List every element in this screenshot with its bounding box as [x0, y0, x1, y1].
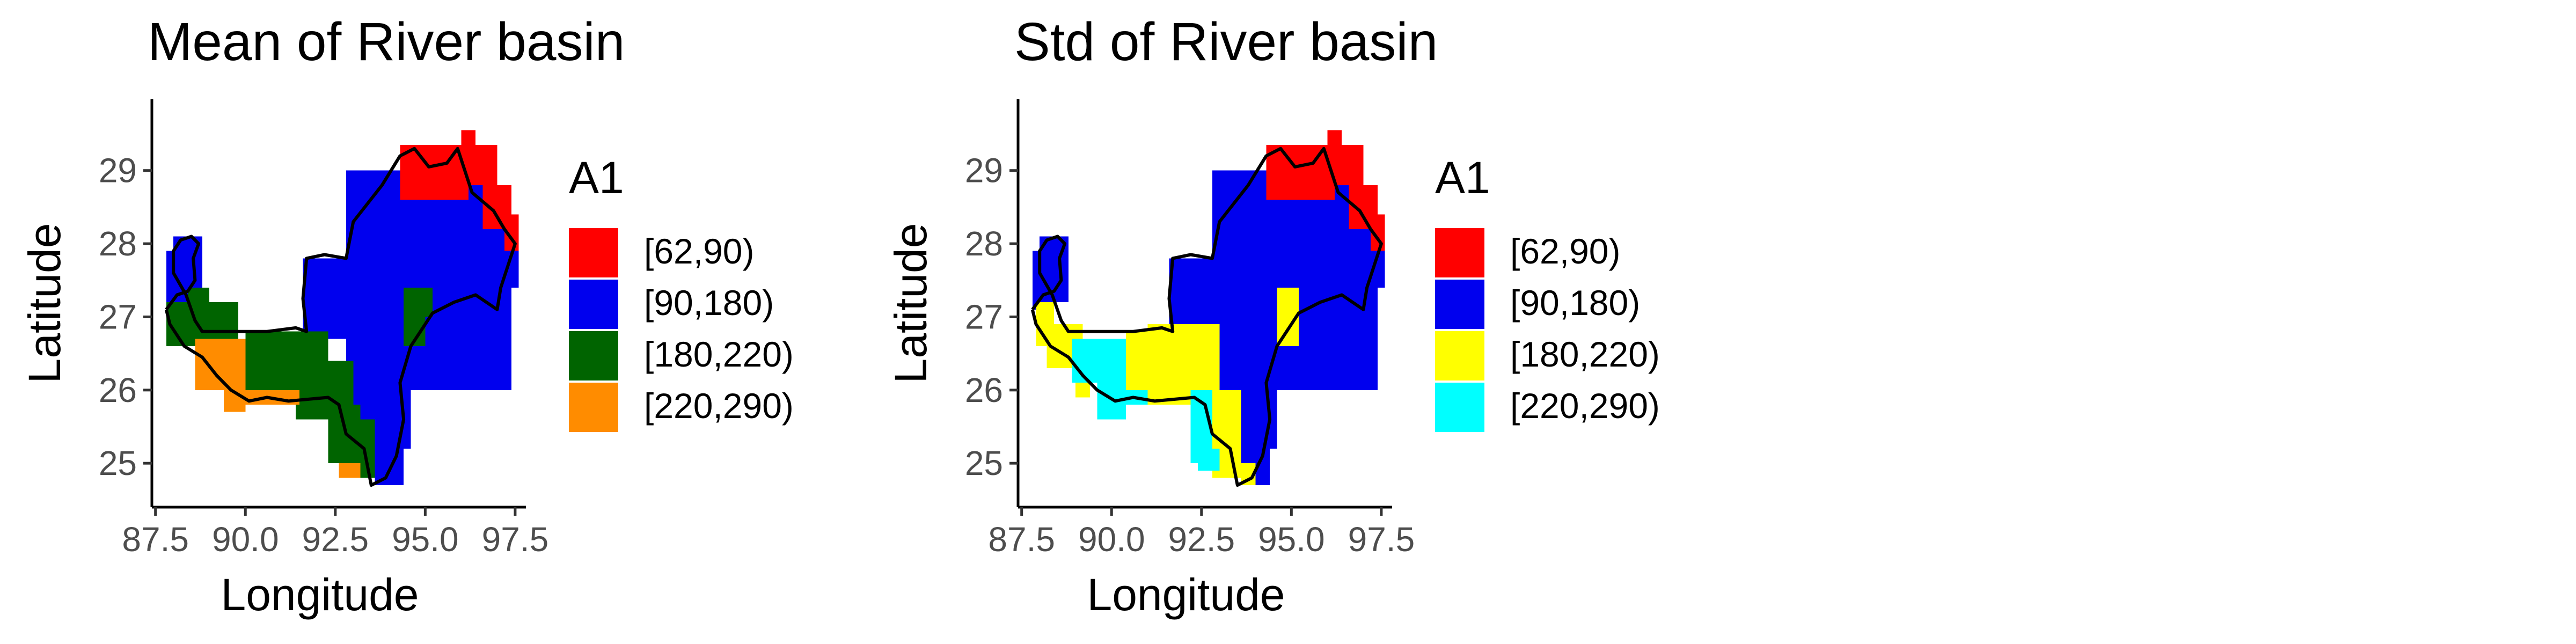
raster-cell [1072, 339, 1126, 383]
y-tick-label: 29 [99, 151, 137, 190]
y-tick-label: 26 [965, 371, 1003, 409]
legend-swatch [1435, 280, 1484, 329]
legend-label: [220,290) [644, 386, 794, 426]
legend-title: A1 [569, 152, 624, 203]
chart-title: Mean of River basin [148, 12, 625, 72]
y-axis-title: Latitude [19, 223, 70, 384]
legend-label: [62,90) [644, 231, 754, 271]
raster-cell [461, 130, 475, 145]
x-tick-label: 87.5 [122, 520, 189, 559]
y-tick-label: 26 [99, 371, 137, 409]
y-tick-label: 28 [99, 224, 137, 263]
raster-cell [188, 288, 209, 302]
y-tick-label: 25 [99, 444, 137, 482]
raster-cell [1327, 130, 1342, 145]
legend-label: [90,180) [644, 283, 774, 323]
x-tick-label: 90.0 [1078, 520, 1145, 559]
raster-cell [454, 145, 497, 185]
legend-swatch [569, 331, 618, 380]
legend-label: [90,180) [1510, 283, 1640, 323]
x-tick-label: 95.0 [392, 520, 459, 559]
raster-cell [411, 288, 433, 317]
plot-area [1033, 130, 1385, 485]
y-axis-title: Latitude [885, 223, 936, 384]
legend-label: [62,90) [1510, 231, 1620, 271]
x-tick-label: 87.5 [988, 520, 1055, 559]
chart-title: Std of River basin [1014, 12, 1438, 72]
legend: A1 [62,90) [90,180) [180,220) [220,290) [569, 152, 794, 432]
x-tick-label: 92.5 [1168, 520, 1235, 559]
y-tick-label: 25 [965, 444, 1003, 482]
raster-cell [303, 258, 353, 339]
y-tick-label: 27 [99, 297, 137, 336]
plot-area [166, 130, 519, 485]
panel-mean: Mean of River basin 87.5 90.0 92.5 95.0 97.5… [19, 12, 794, 620]
legend-swatch [569, 280, 618, 329]
x-axis-title: Longitude [1087, 569, 1285, 620]
legend-title: A1 [1435, 152, 1490, 203]
x-tick-label: 92.5 [302, 520, 369, 559]
y-tick-label: 29 [965, 151, 1003, 190]
legend-swatch [1435, 228, 1484, 277]
raster-cell [1198, 449, 1219, 471]
legend-label: [180,220) [644, 334, 794, 374]
legend-label: [220,290) [1510, 386, 1660, 426]
raster-cell [195, 339, 245, 390]
legend-swatch [569, 228, 618, 277]
x-tick-label: 97.5 [482, 520, 549, 559]
x-tick-label: 90.0 [212, 520, 279, 559]
legend-swatch [1435, 331, 1484, 380]
x-tick-label: 95.0 [1258, 520, 1325, 559]
raster-cell [1320, 145, 1363, 185]
panel-std: Std of River basin 87.5 90.0 92.5 95.0 97.5 2… [885, 12, 1660, 620]
x-axis-title: Longitude [221, 569, 419, 620]
raster-cell [328, 405, 360, 463]
legend: A1 [62,90) [90,180) [180,220) [220,290) [1435, 152, 1660, 432]
y-tick-label: 27 [965, 297, 1003, 336]
x-tick-label: 97.5 [1348, 520, 1415, 559]
legend-label: [180,220) [1510, 334, 1660, 374]
raster-cell [339, 463, 361, 478]
legend-swatch [569, 383, 618, 432]
legend-swatch [1435, 383, 1484, 432]
y-tick-label: 28 [965, 224, 1003, 263]
